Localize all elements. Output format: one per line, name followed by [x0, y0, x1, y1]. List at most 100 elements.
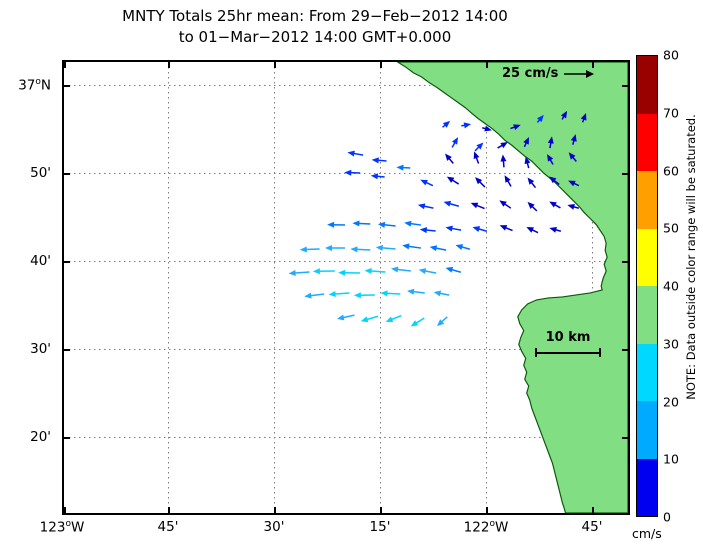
coastline-polygon	[396, 62, 628, 513]
current-vector-arrow	[328, 291, 351, 306]
colorbar-tick-label: 30	[663, 336, 679, 352]
y-tick-mark	[64, 349, 70, 351]
y-tick-mark	[64, 173, 70, 175]
current-vector-arrow	[467, 134, 484, 152]
current-vector-arrow	[418, 227, 436, 242]
y-gridline	[64, 349, 628, 350]
colorbar-segment	[637, 286, 657, 344]
colorbar-tick-label: 80	[663, 47, 679, 63]
reference-vector-label: 25 cm/s	[502, 66, 559, 81]
y-tick-label: 37oN	[18, 76, 51, 94]
current-vector-arrow	[572, 108, 587, 123]
x-gridline	[380, 62, 381, 513]
y-tick-mark	[64, 261, 70, 263]
current-vector-arrow	[343, 169, 361, 184]
current-vector-arrow	[379, 290, 401, 305]
colorbar-segment	[637, 56, 657, 114]
plot-area	[62, 60, 630, 515]
x-tick-mark	[592, 62, 594, 68]
y-tick-label: 50'	[30, 165, 51, 181]
reference-vector: 25 cm/s	[502, 66, 595, 81]
colorbar-note: NOTE: Data outside color range will be s…	[684, 114, 698, 400]
current-vector-arrow	[304, 292, 326, 307]
current-vector-arrow	[492, 132, 508, 149]
current-vector-arrow	[560, 152, 577, 168]
x-tick-mark	[274, 62, 276, 68]
x-tick-mark	[274, 507, 276, 513]
current-vector-arrow	[443, 131, 459, 148]
current-vector-arrow	[395, 164, 411, 179]
current-vector-arrow	[467, 177, 486, 195]
current-vector-arrow	[518, 177, 537, 195]
current-vector-arrow	[443, 225, 462, 241]
y-gridline	[64, 173, 628, 174]
current-vector-arrow	[374, 244, 396, 260]
colorbar-tick-label: 60	[663, 163, 679, 178]
y-tick-mark	[622, 173, 628, 175]
current-vector-arrow	[514, 131, 529, 148]
colorbar-tick-label: 40	[663, 278, 679, 294]
current-vector-arrow	[360, 315, 381, 332]
scale-bar: 10 km	[535, 330, 601, 357]
reference-arrow-icon	[564, 69, 595, 78]
current-vector-arrow	[369, 173, 385, 188]
current-vector-arrow	[410, 317, 430, 337]
x-tick-label: 123oW	[39, 519, 85, 536]
y-tick-mark	[622, 349, 628, 351]
current-vector-arrow	[519, 201, 538, 218]
current-vector-arrow	[376, 221, 396, 237]
y-tick-mark	[622, 261, 628, 263]
colorbar-segment	[637, 401, 657, 459]
current-vector-arrow	[299, 246, 320, 261]
x-tick-mark	[168, 62, 170, 68]
y-tick-label: 40'	[30, 253, 51, 269]
colorbar-tick-label: 0	[663, 509, 671, 525]
current-vector-arrow	[351, 220, 371, 235]
x-tick-label: 15'	[369, 519, 391, 535]
x-gridline	[486, 62, 487, 513]
land-mass	[396, 62, 628, 513]
colorbar-unit-label: cm/s	[632, 526, 662, 541]
title-line-1: MNTY Totals 25hr mean: From 29−Feb−2012 …	[122, 7, 508, 25]
scale-bar-line	[535, 348, 601, 357]
current-vector-arrow	[481, 117, 496, 132]
current-vector-arrow	[542, 176, 560, 193]
current-vector-arrow	[529, 107, 544, 123]
current-vector-arrow	[385, 314, 406, 332]
current-vector-arrow	[288, 270, 311, 285]
current-vector-arrow	[416, 268, 437, 283]
x-tick-mark	[486, 62, 488, 68]
current-vector-arrow	[466, 202, 485, 218]
current-vector-arrow	[345, 150, 364, 166]
x-tick-mark	[380, 507, 382, 513]
x-tick-label: 30'	[263, 519, 285, 535]
x-tick-label: 45'	[157, 519, 179, 535]
current-vector-arrow	[370, 157, 387, 172]
plot-title: MNTY Totals 25hr mean: From 29−Feb−2012 …	[0, 6, 630, 48]
current-vector-arrow	[336, 314, 357, 330]
current-vector-arrow	[563, 204, 580, 219]
x-tick-mark	[486, 507, 488, 513]
current-vector-arrow	[436, 153, 454, 171]
scale-bar-label: 10 km	[545, 330, 591, 345]
current-vector-arrow	[515, 156, 531, 171]
current-vector-arrow	[337, 269, 361, 284]
current-vector-arrow	[463, 151, 480, 167]
colorbar-tick-label: 20	[663, 394, 679, 409]
colorbar	[636, 55, 658, 517]
colorbar-tick-label: 50	[663, 220, 679, 236]
x-tick-mark	[380, 62, 382, 68]
current-vector-arrow	[563, 180, 580, 196]
x-tick-label: 45'	[581, 519, 603, 535]
y-gridline	[64, 437, 628, 438]
colorbar-segment	[637, 228, 657, 286]
x-tick-label: 122oW	[463, 519, 509, 536]
colorbar-segment	[637, 343, 657, 401]
y-tick-label: 20'	[30, 429, 51, 445]
y-gridline	[64, 261, 628, 262]
y-tick-mark	[622, 437, 628, 439]
current-vector-arrow	[452, 244, 471, 260]
current-vector-arrow	[492, 200, 512, 217]
title-line-2: to 01−Mar−2012 14:00 GMT+0.000	[178, 28, 452, 46]
